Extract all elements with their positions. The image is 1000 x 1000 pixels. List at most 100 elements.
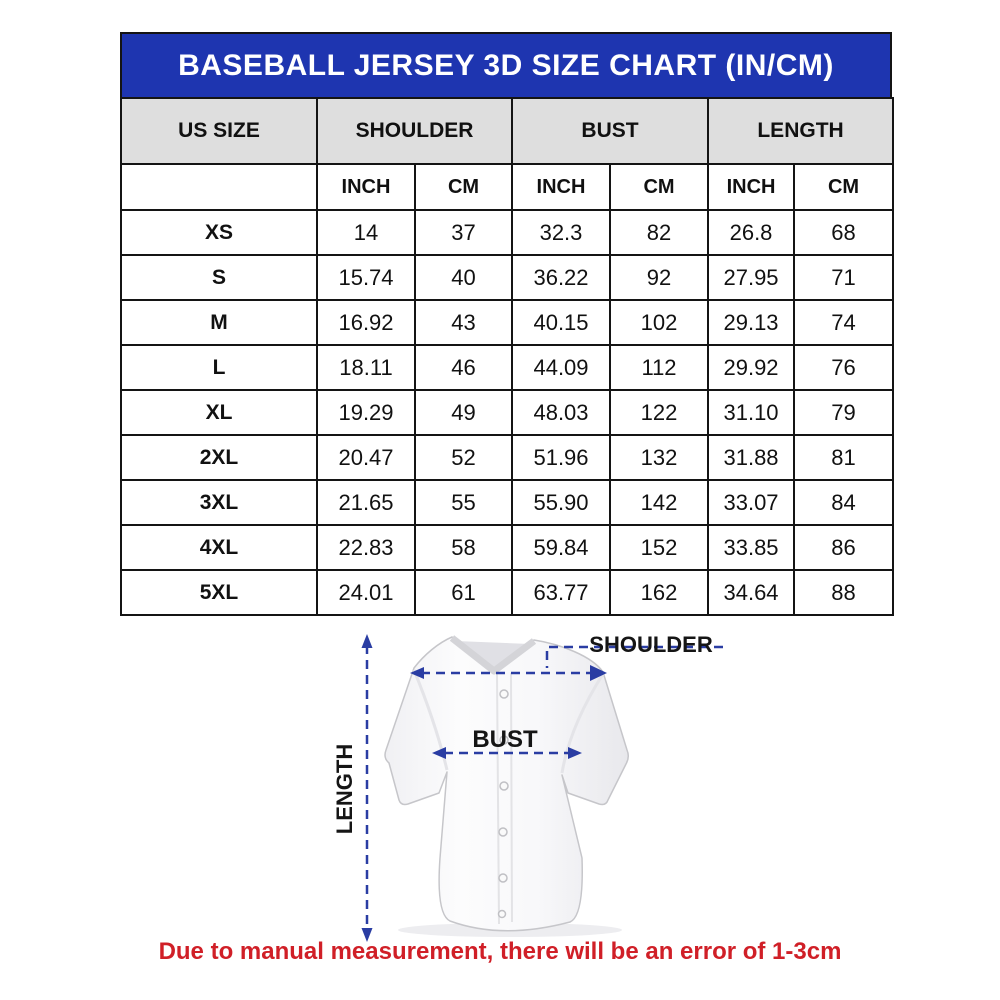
value-cell: 59.84 <box>511 524 611 571</box>
value-cell: 142 <box>608 479 710 526</box>
collar-band <box>449 635 537 675</box>
button <box>497 909 507 919</box>
value-cell: 63.77 <box>511 569 611 616</box>
table-row: 4XL 22.83 58 59.84 152 33.85 86 <box>120 524 895 571</box>
size-chart-block: BASEBALL JERSEY 3D SIZE CHART (IN/CM) US… <box>120 32 895 616</box>
value-cell: 34.64 <box>707 569 796 616</box>
value-cell: 112 <box>608 344 710 391</box>
button <box>498 827 508 837</box>
unit-header-cell: CM <box>793 163 895 211</box>
table-row: XL 19.29 49 48.03 122 31.10 79 <box>120 389 895 436</box>
empty-unit-cell <box>120 163 318 211</box>
value-cell: 33.85 <box>707 524 796 571</box>
measurement-note: Due to manual measurement, there will be… <box>158 938 842 965</box>
bust-header: BUST <box>510 97 710 165</box>
size-cell: S <box>120 254 318 301</box>
value-cell: 52 <box>414 434 513 481</box>
collar-shadow <box>456 641 530 670</box>
value-cell: 29.92 <box>707 344 796 391</box>
table-row: 5XL 24.01 61 63.77 162 34.64 88 <box>120 569 895 616</box>
value-cell: 79 <box>793 389 895 436</box>
size-cell: XS <box>120 209 318 256</box>
length-arrow <box>361 634 373 942</box>
unit-header-cell: INCH <box>707 163 796 211</box>
page-title: BASEBALL JERSEY 3D SIZE CHART (IN/CM) <box>120 32 892 97</box>
table-row: 3XL 21.65 55 55.90 142 33.07 84 <box>120 479 895 526</box>
bust-arrow <box>432 747 582 759</box>
value-cell: 18.11 <box>316 344 416 391</box>
us-size-header: US SIZE <box>120 97 318 165</box>
value-cell: 43 <box>414 299 513 346</box>
value-cell: 132 <box>608 434 710 481</box>
value-cell: 40.15 <box>511 299 611 346</box>
group-header-row: US SIZE SHOULDER BUST LENGTH <box>120 97 895 165</box>
value-cell: 44.09 <box>511 344 611 391</box>
value-cell: 48.03 <box>511 389 611 436</box>
value-cell: 74 <box>793 299 895 346</box>
unit-header-row: INCH CM INCH CM INCH CM <box>120 163 895 211</box>
table-row: S 15.74 40 36.22 92 27.95 71 <box>120 254 895 301</box>
value-cell: 76 <box>793 344 895 391</box>
size-cell: 5XL <box>120 569 318 616</box>
value-cell: 51.96 <box>511 434 611 481</box>
value-cell: 61 <box>414 569 513 616</box>
value-cell: 20.47 <box>316 434 416 481</box>
value-cell: 36.22 <box>511 254 611 301</box>
value-cell: 68 <box>793 209 895 256</box>
unit-header-cell: CM <box>608 163 710 211</box>
right-armhole-seam <box>560 673 605 774</box>
left-armhole-seam <box>412 669 449 771</box>
value-cell: 49 <box>414 389 513 436</box>
table-row: L 18.11 46 44.09 112 29.92 76 <box>120 344 895 391</box>
size-cell: 2XL <box>120 434 318 481</box>
shoulder-label: SHOULDER <box>589 632 713 657</box>
value-cell: 24.01 <box>316 569 416 616</box>
jersey-figure: SHOULDER BUST LENGTH <box>330 618 780 952</box>
value-cell: 26.8 <box>707 209 796 256</box>
jersey-illustration: SHOULDER BUST LENGTH <box>332 632 723 942</box>
size-cell: M <box>120 299 318 346</box>
value-cell: 152 <box>608 524 710 571</box>
size-cell: XL <box>120 389 318 436</box>
value-cell: 102 <box>608 299 710 346</box>
value-cell: 14 <box>316 209 416 256</box>
placket-line <box>496 672 513 925</box>
value-cell: 58 <box>414 524 513 571</box>
value-cell: 16.92 <box>316 299 416 346</box>
value-cell: 40 <box>414 254 513 301</box>
bust-label: BUST <box>472 726 538 753</box>
unit-header-cell: CM <box>414 163 513 211</box>
unit-header-cell: INCH <box>511 163 611 211</box>
value-cell: 71 <box>793 254 895 301</box>
measurement-annotations <box>361 634 723 942</box>
table-row: 2XL 20.47 52 51.96 132 31.88 81 <box>120 434 895 481</box>
size-table: US SIZE SHOULDER BUST LENGTH INCH CM INC… <box>120 97 895 616</box>
value-cell: 29.13 <box>707 299 796 346</box>
value-cell: 81 <box>793 434 895 481</box>
length-header: LENGTH <box>707 97 895 165</box>
value-cell: 21.65 <box>316 479 416 526</box>
value-cell: 33.07 <box>707 479 796 526</box>
button <box>499 735 509 745</box>
unit-header-cell: INCH <box>316 163 416 211</box>
value-cell: 31.88 <box>707 434 796 481</box>
value-cell: 31.10 <box>707 389 796 436</box>
value-cell: 46 <box>414 344 513 391</box>
value-cell: 27.95 <box>707 254 796 301</box>
value-cell: 86 <box>793 524 895 571</box>
value-cell: 84 <box>793 479 895 526</box>
size-cell: L <box>120 344 318 391</box>
value-cell: 37 <box>414 209 513 256</box>
value-cell: 162 <box>608 569 710 616</box>
value-cell: 55 <box>414 479 513 526</box>
value-cell: 82 <box>608 209 710 256</box>
button <box>499 689 509 699</box>
value-cell: 19.29 <box>316 389 416 436</box>
jersey-graphic <box>384 635 630 937</box>
shoulder-header: SHOULDER <box>316 97 513 165</box>
value-cell: 32.3 <box>511 209 611 256</box>
button <box>499 781 509 791</box>
value-cell: 92 <box>608 254 710 301</box>
size-cell: 3XL <box>120 479 318 526</box>
table-row: XS 14 37 32.3 82 26.8 68 <box>120 209 895 256</box>
